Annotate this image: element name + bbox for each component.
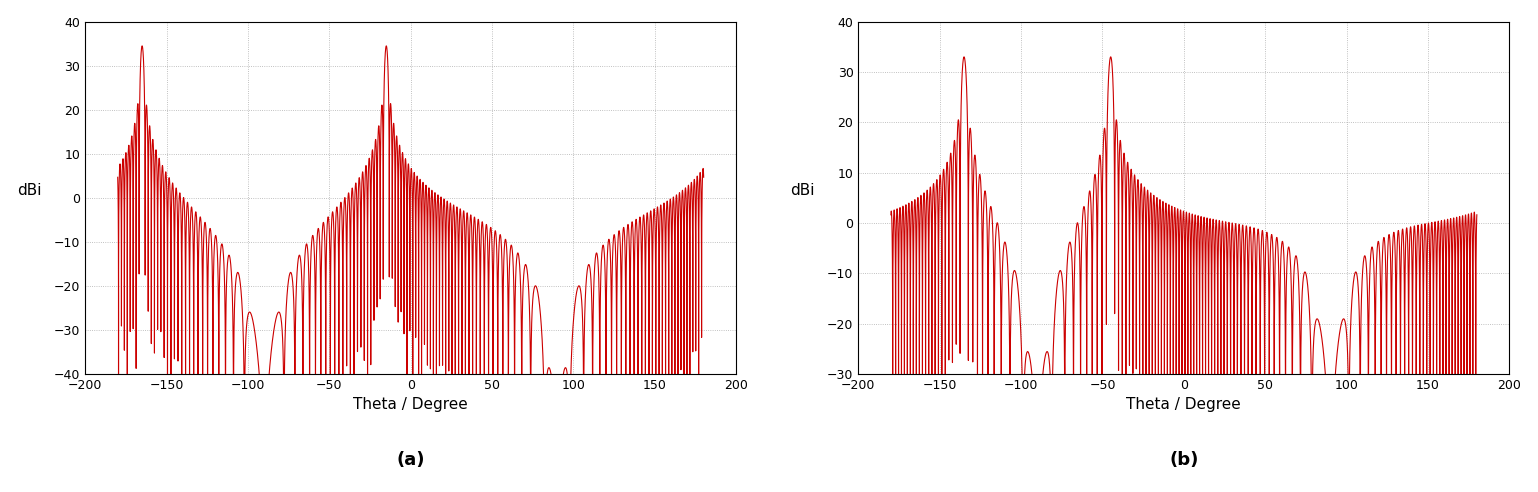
Text: (b): (b) xyxy=(1169,452,1198,469)
Text: (a): (a) xyxy=(397,452,424,469)
X-axis label: Theta / Degree: Theta / Degree xyxy=(354,398,468,412)
Y-axis label: dBi: dBi xyxy=(17,183,42,198)
Y-axis label: dBi: dBi xyxy=(791,183,814,198)
X-axis label: Theta / Degree: Theta / Degree xyxy=(1126,398,1241,412)
